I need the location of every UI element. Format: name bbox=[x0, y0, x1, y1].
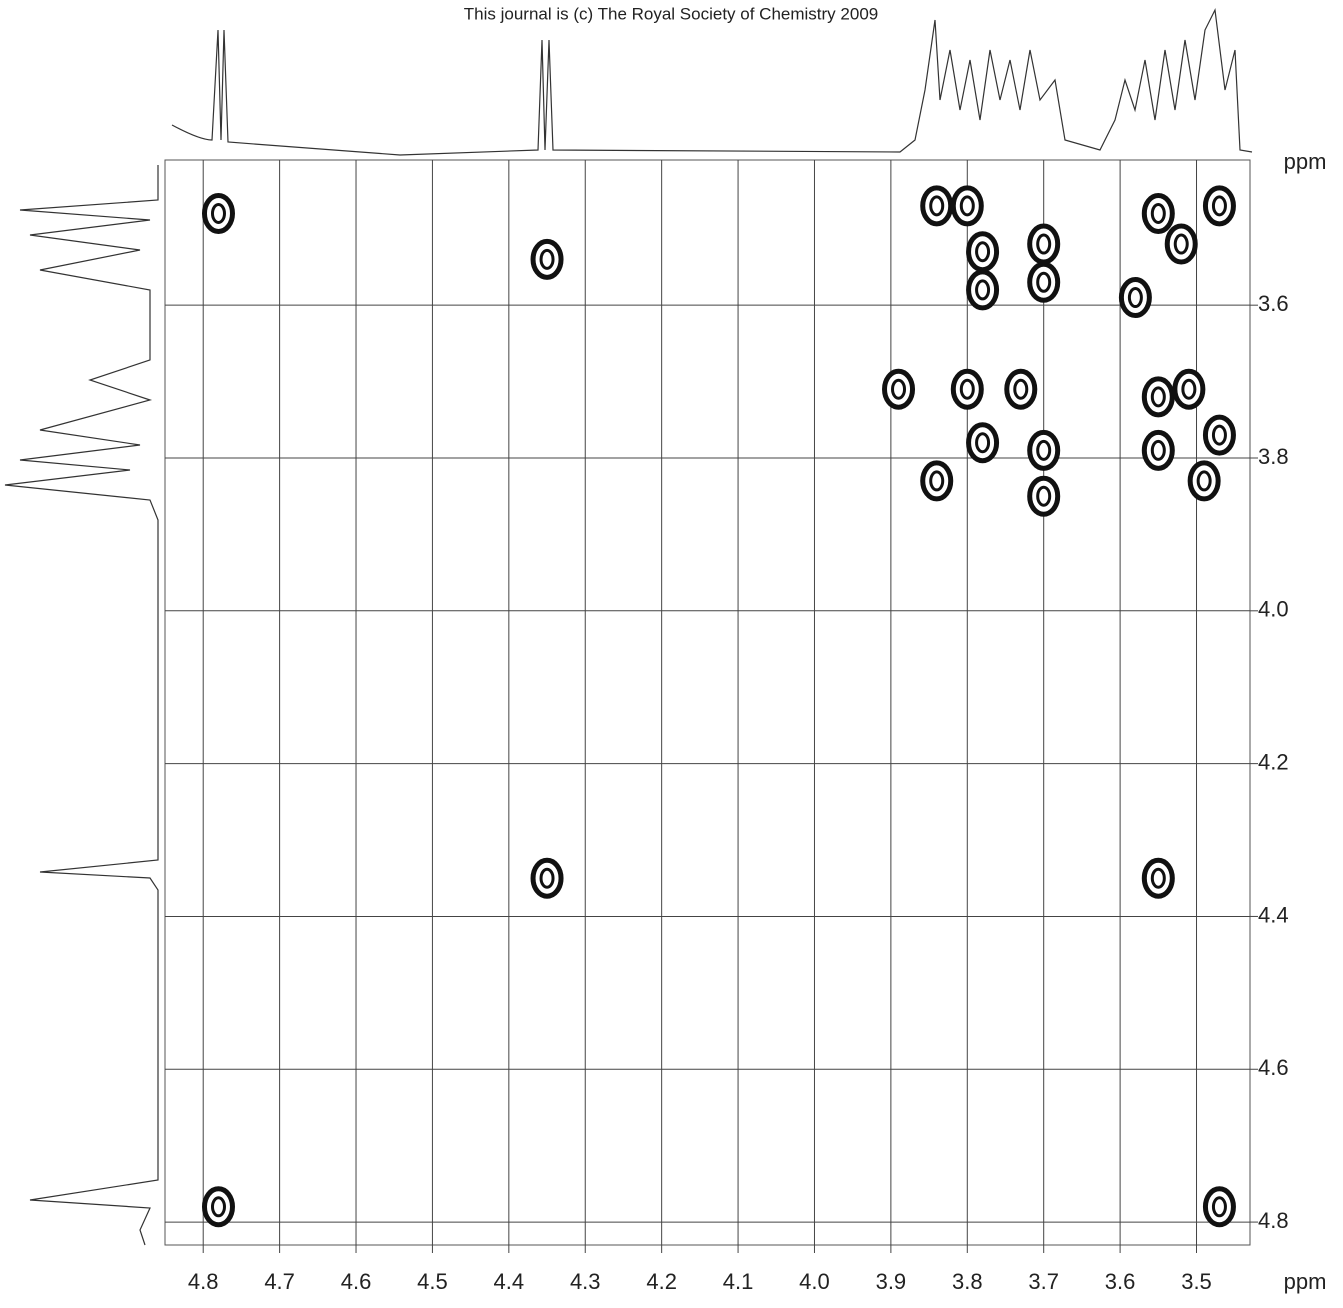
cross-peak bbox=[1027, 261, 1061, 303]
cross-peak bbox=[882, 368, 916, 410]
cross-peak-core bbox=[1036, 485, 1052, 507]
cross-peak bbox=[950, 368, 984, 410]
cross-peak-core bbox=[1211, 424, 1227, 446]
cross-peak bbox=[920, 185, 954, 227]
cross-peak-core bbox=[1196, 470, 1212, 492]
cross-peak bbox=[966, 231, 1000, 273]
left-projection bbox=[4, 165, 159, 1246]
cross-peak bbox=[1027, 223, 1061, 265]
cross-peak-core bbox=[539, 867, 555, 889]
cross-peak bbox=[201, 1186, 235, 1228]
cross-peak-core bbox=[959, 195, 975, 217]
cross-peak-core bbox=[539, 248, 555, 270]
cross-peak-core bbox=[929, 195, 945, 217]
x-tick-label: 4.3 bbox=[570, 1269, 601, 1294]
x-tick-label: 3.9 bbox=[876, 1269, 907, 1294]
cross-peak bbox=[530, 857, 564, 899]
cross-peak-core bbox=[1181, 378, 1197, 400]
cross-peak bbox=[201, 192, 235, 234]
x-tick-label: 3.6 bbox=[1105, 1269, 1136, 1294]
cross-peak-core bbox=[210, 1196, 226, 1218]
cross-peak bbox=[950, 185, 984, 227]
x-tick-label: 3.5 bbox=[1181, 1269, 1212, 1294]
cross-peak-core bbox=[1036, 439, 1052, 461]
y-tick-label: 4.8 bbox=[1258, 1208, 1289, 1233]
cross-peak bbox=[1187, 460, 1221, 502]
cross-peak-core bbox=[1150, 386, 1166, 408]
cross-peak bbox=[1118, 277, 1152, 319]
cross-peak bbox=[1027, 429, 1061, 471]
cross-peak bbox=[530, 238, 564, 280]
y-tick-label: 4.4 bbox=[1258, 902, 1289, 927]
y-tick-label: 3.6 bbox=[1258, 291, 1289, 316]
cross-peak bbox=[1141, 376, 1175, 418]
cross-peak-core bbox=[1127, 287, 1143, 309]
cross-peak bbox=[1202, 414, 1236, 456]
cross-peak bbox=[1004, 368, 1038, 410]
cross-peak-core bbox=[1173, 233, 1189, 255]
cross-peak-core bbox=[1211, 195, 1227, 217]
x-tick-label: 4.6 bbox=[341, 1269, 372, 1294]
cross-peak bbox=[1164, 223, 1198, 265]
cross-peak-core bbox=[210, 202, 226, 224]
cross-peak-core bbox=[1036, 233, 1052, 255]
y-tick-label: 3.8 bbox=[1258, 444, 1289, 469]
x-tick-label: 4.5 bbox=[417, 1269, 448, 1294]
cross-peak-core bbox=[1150, 439, 1166, 461]
cross-peak bbox=[920, 460, 954, 502]
x-tick-label: 4.2 bbox=[646, 1269, 677, 1294]
cross-peak bbox=[966, 422, 1000, 464]
cross-peak-core bbox=[891, 378, 907, 400]
y-tick-label: 4.6 bbox=[1258, 1055, 1289, 1080]
cross-peak-core bbox=[1036, 271, 1052, 293]
x-tick-label: 4.0 bbox=[799, 1269, 830, 1294]
cross-peak bbox=[1172, 368, 1206, 410]
y-tick-label: 4.0 bbox=[1258, 597, 1289, 622]
x-tick-label: 4.7 bbox=[264, 1269, 295, 1294]
cross-peak-core bbox=[1150, 202, 1166, 224]
cross-peak-core bbox=[975, 432, 991, 454]
x-tick-label: 4.1 bbox=[723, 1269, 754, 1294]
y-tick-label: 4.2 bbox=[1258, 749, 1289, 774]
x-tick-label: 4.4 bbox=[494, 1269, 525, 1294]
cross-peak bbox=[966, 269, 1000, 311]
cross-peak bbox=[1202, 1186, 1236, 1228]
cross-peak bbox=[1027, 475, 1061, 517]
y-axis-label: ppm bbox=[1284, 149, 1327, 174]
cross-peak bbox=[1141, 429, 1175, 471]
cross-peak-core bbox=[975, 279, 991, 301]
cross-peak-core bbox=[975, 241, 991, 263]
x-tick-label: 4.8 bbox=[188, 1269, 219, 1294]
cross-peak-core bbox=[929, 470, 945, 492]
cross-peak-core bbox=[1150, 867, 1166, 889]
cross-peak-core bbox=[959, 378, 975, 400]
plot-frame bbox=[164, 159, 1251, 1246]
cross-peak bbox=[1141, 857, 1175, 899]
top-projection bbox=[171, 7, 1253, 156]
cross-peak bbox=[1141, 192, 1175, 234]
cross-peak bbox=[1202, 185, 1236, 227]
cross-peak-core bbox=[1013, 378, 1029, 400]
x-axis-label: ppm bbox=[1284, 1269, 1327, 1294]
cross-peak-core bbox=[1211, 1196, 1227, 1218]
chart-title: This journal is (c) The Royal Society of… bbox=[464, 4, 878, 23]
x-tick-label: 3.8 bbox=[952, 1269, 983, 1294]
x-tick-label: 3.7 bbox=[1028, 1269, 1059, 1294]
